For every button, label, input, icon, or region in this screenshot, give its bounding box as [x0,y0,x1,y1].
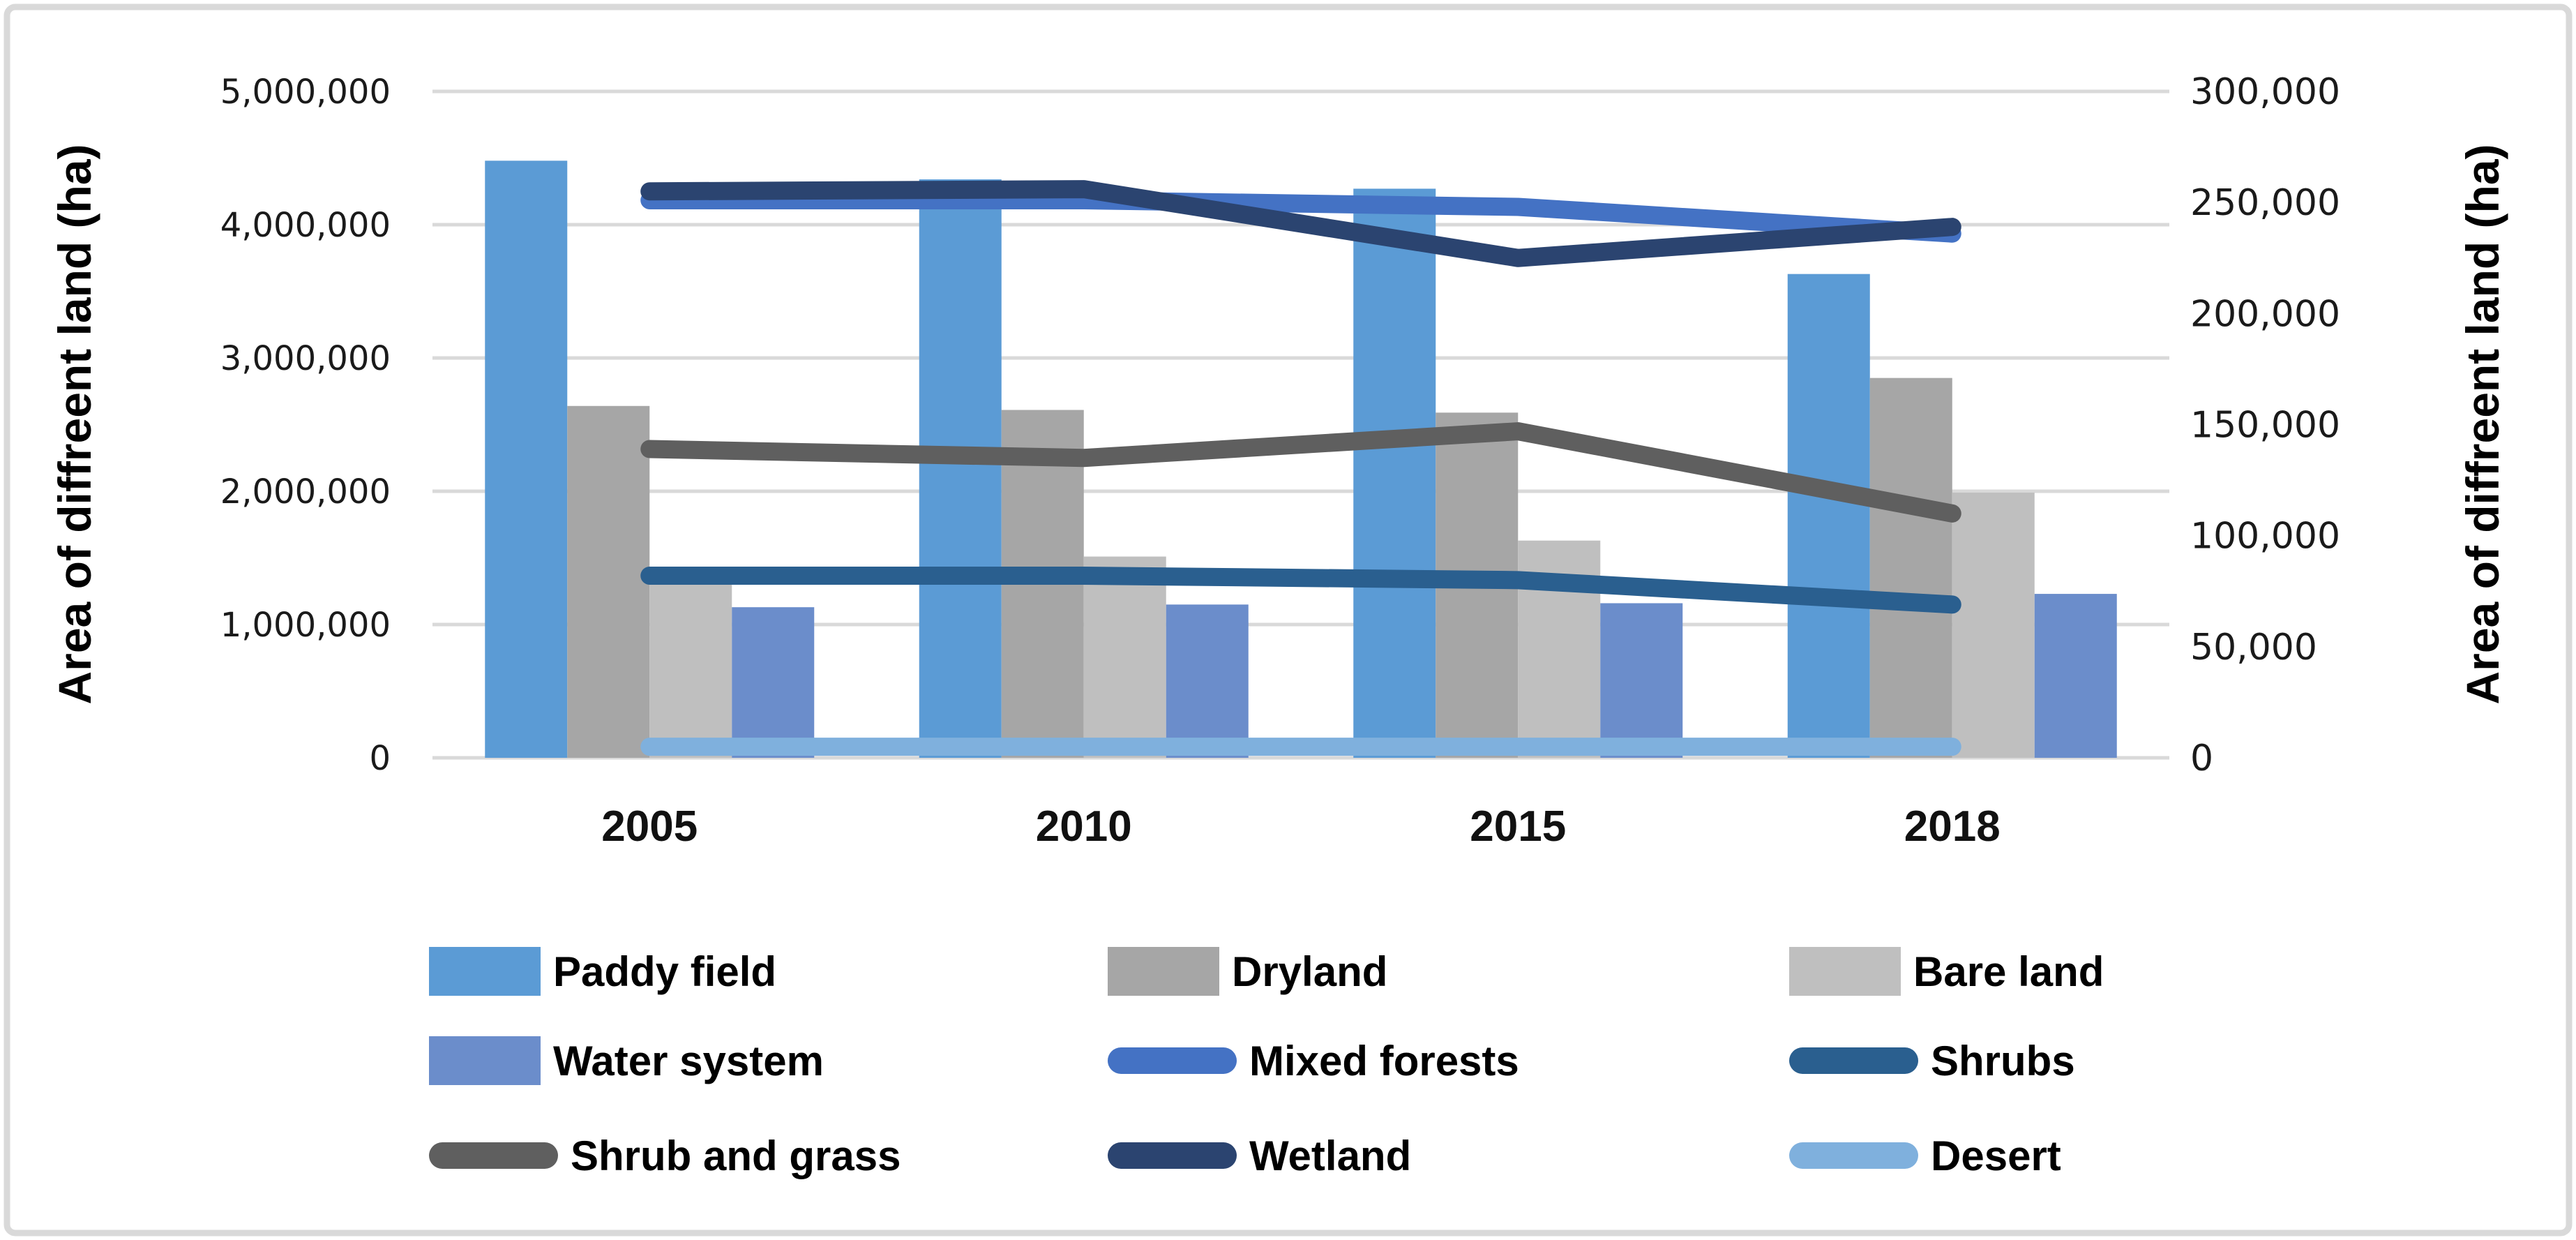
line-wetland [640,180,1961,267]
figure-border [3,3,2573,1237]
x-axis-label: 2015 [1470,802,1566,851]
right-axis-tick: 250,000 [2190,182,2340,224]
bar-dryland [567,405,650,758]
bar-dryland [1869,378,1952,758]
legend-label: Water system [553,1038,824,1084]
legend-swatch-dryland [1108,947,1219,996]
bar-water-system [732,607,815,758]
bar-water-system [1166,604,1249,758]
left-axis-tick: 3,000,000 [220,339,391,378]
legend-label: Mixed forests [1249,1038,1519,1084]
legend-swatch-bare-land [1789,947,1901,996]
legend-swatch-shrubs [1789,1047,1918,1074]
legend-item-desert: Desert [1789,1133,2061,1179]
legend-swatch-desert [1789,1142,1918,1169]
right-axis-tick: 150,000 [2190,405,2340,447]
bar-water-system [1600,603,1683,758]
legend-label: Bare land [1913,948,2104,995]
x-axis-label: 2005 [601,802,698,851]
legend-item-shrubs: Shrubs [1789,1038,2075,1084]
right-axis-tick: 300,000 [2190,71,2340,113]
left-axis-tick: 5,000,000 [220,73,391,112]
line-shrub-and-grass [640,422,1961,523]
bar-bare-land [1952,492,2035,758]
left-axis-title: Area of diffreent land (ha) [49,144,100,704]
right-axis-tick: 50,000 [2190,627,2317,668]
right-axis-ticks: 300,000 250,000 200,000 150,000 100,000 50,00… [2190,71,2340,779]
right-axis-tick: 200,000 [2190,293,2340,335]
legend-item-mixed-forests: Mixed forests [1108,1038,1519,1084]
legend-label: Paddy field [553,948,776,995]
bar-paddy-field [1787,274,1870,758]
line-series-group [640,180,1961,756]
x-axis-label: 2010 [1036,802,1132,851]
left-axis-tick: 0 [369,739,391,778]
bar-paddy-field [1353,188,1436,758]
bar-paddy-field [485,160,568,758]
legend-swatch-water-system [429,1036,541,1085]
legend-item-shrub-and-grass: Shrub and grass [429,1133,901,1179]
legend-label: Desert [1931,1133,2061,1179]
legend-label: Shrubs [1931,1038,2075,1084]
left-axis-tick: 2,000,000 [220,472,391,511]
legend-item-water-system: Water system [429,1036,824,1085]
right-axis-tick: 0 [2190,738,2213,779]
left-axis-tick: 1,000,000 [220,606,391,645]
line-mixed-forests [640,191,1961,243]
legend-label: Shrub and grass [571,1133,901,1179]
bar-paddy-field [919,179,1002,758]
legend-item-bare-land: Bare land [1789,947,2104,996]
left-axis-ticks: 5,000,000 4,000,000 3,000,000 2,000,000 1,00… [220,73,391,778]
bar-water-system [2034,594,2117,758]
legend: Paddy field Dryland Bare land Water system M… [429,947,2104,1179]
bar-bare-land [649,584,732,758]
bar-bare-land [1083,556,1166,758]
right-axis-title: Area of diffreent land (ha) [2457,144,2508,704]
legend-item-dryland: Dryland [1108,947,1387,996]
legend-swatch-paddy-field [429,947,541,996]
legend-item-wetland: Wetland [1108,1133,1411,1179]
legend-item-paddy-field: Paddy field [429,947,776,996]
x-axis-label: 2018 [1904,802,2001,851]
left-axis-tick: 4,000,000 [220,206,391,245]
legend-swatch-shrub-and-grass [429,1142,558,1169]
legend-swatch-mixed-forests [1108,1047,1237,1074]
legend-label: Wetland [1249,1133,1411,1179]
line-shrubs [640,566,1961,614]
x-axis-labels: 2005 2010 2015 2018 [601,802,2000,851]
right-axis-tick: 100,000 [2190,516,2340,558]
legend-swatch-wetland [1108,1142,1237,1169]
legend-label: Dryland [1232,948,1387,995]
